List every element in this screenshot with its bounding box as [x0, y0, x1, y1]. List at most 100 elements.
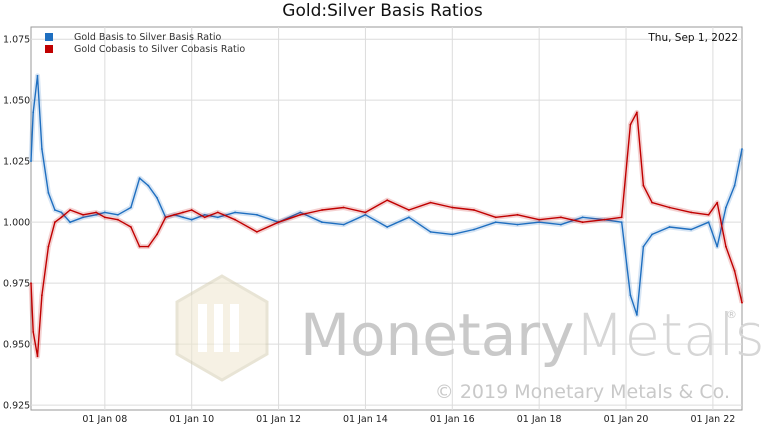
- data-point: [342, 223, 345, 226]
- data-point: [41, 294, 43, 297]
- data-point: [103, 216, 106, 219]
- data-point: [642, 184, 645, 187]
- monetary-metals-logo-icon: [175, 274, 269, 382]
- data-point: [620, 221, 623, 224]
- data-point: [690, 211, 693, 214]
- data-point: [429, 201, 432, 204]
- data-point: [147, 184, 150, 187]
- x-tick-label: 01 Jan 20: [604, 414, 649, 425]
- data-point: [203, 213, 206, 216]
- data-point: [173, 213, 176, 216]
- x-tick-label: 01 Jan 08: [82, 414, 127, 425]
- legend-item-gold-cobasis: Gold Cobasis to Silver Cobasis Ratio: [45, 44, 245, 55]
- x-tick-label: 01 Jan 18: [517, 414, 562, 425]
- data-point: [32, 111, 35, 114]
- data-point: [30, 282, 32, 284]
- x-tick-label: 01 Jan 14: [343, 414, 388, 425]
- data-point: [473, 209, 475, 211]
- date-label: Thu, Sep 1, 2022: [647, 32, 738, 44]
- y-tick-label: 0.925: [3, 401, 30, 412]
- data-point: [620, 216, 623, 219]
- data-point: [636, 111, 638, 114]
- y-tick-label: 0.950: [3, 340, 30, 351]
- legend-swatch-gold-cobasis: [45, 45, 53, 53]
- x-tick-label: 01 Jan 22: [690, 414, 735, 425]
- data-point: [538, 218, 541, 221]
- data-point: [41, 148, 43, 150]
- data-point: [560, 216, 562, 219]
- x-tick-label: 01 Jan 16: [430, 414, 475, 425]
- axes: 0.925 0.950 0.975 1.000 1.025 1.050 1.075 01 Ja…: [3, 35, 735, 425]
- data-point: [47, 192, 50, 194]
- data-point: [451, 206, 454, 209]
- y-tick-label: 1.050: [3, 96, 30, 107]
- legend-label-gold-basis: Gold Basis to Silver Basis Ratio: [74, 32, 221, 43]
- data-point: [256, 213, 258, 216]
- data-point: [82, 216, 84, 219]
- data-point: [216, 216, 219, 219]
- series-layer: [28, 73, 745, 359]
- data-point: [30, 160, 32, 163]
- data-point: [234, 218, 237, 221]
- data-point: [741, 148, 743, 150]
- data-point: [182, 216, 184, 219]
- data-point: [130, 226, 132, 228]
- data-point: [203, 216, 206, 219]
- y-tick-label: 1.075: [3, 35, 30, 46]
- data-point: [651, 233, 653, 236]
- data-point: [82, 213, 84, 216]
- series-line-gold-basis: [30, 75, 743, 316]
- data-point: [668, 206, 671, 209]
- data-point: [429, 231, 432, 233]
- series-line-gold-cobasis: [30, 111, 743, 357]
- data-point: [156, 196, 158, 199]
- data-point: [138, 245, 141, 248]
- data-point: [603, 218, 606, 221]
- data-point: [299, 211, 302, 214]
- data-point: [60, 211, 63, 214]
- data-point: [668, 226, 671, 228]
- x-tick-label: 01 Jan 12: [256, 414, 301, 425]
- data-point: [256, 231, 258, 233]
- data-point: [321, 221, 323, 224]
- data-point: [364, 211, 367, 214]
- data-point: [516, 223, 519, 226]
- watermark-copyright: © 2019 Monetary Metals & Co.: [435, 381, 730, 403]
- data-point: [408, 216, 410, 219]
- data-point: [725, 206, 727, 209]
- data-point: [733, 184, 736, 187]
- data-point: [36, 355, 39, 358]
- data-point: [69, 221, 71, 224]
- plot-frame: [30, 26, 743, 411]
- data-point: [234, 211, 237, 214]
- data-point: [716, 245, 719, 248]
- data-point: [408, 209, 410, 211]
- data-point: [130, 206, 132, 209]
- data-point: [494, 216, 497, 219]
- data-point: [138, 177, 141, 180]
- legend: Gold Basis to Silver Basis Ratio Gold Co…: [45, 32, 245, 55]
- data-point: [321, 209, 323, 211]
- data-point: [95, 213, 97, 216]
- watermark: MonetaryMetals ® © 2019 Monetary Metals …: [175, 274, 765, 403]
- data-point: [117, 218, 119, 221]
- data-point: [54, 221, 56, 224]
- data-point: [716, 201, 719, 204]
- data-point: [725, 245, 727, 248]
- data-point: [741, 301, 743, 304]
- data-point: [190, 218, 193, 221]
- plot-area: [30, 26, 743, 411]
- data-point: [54, 209, 56, 211]
- data-point: [182, 211, 184, 214]
- data-point: [516, 213, 519, 216]
- watermark-brand: MonetaryMetals: [300, 301, 765, 369]
- data-point: [629, 294, 632, 297]
- data-point: [494, 221, 497, 224]
- grid: [31, 27, 742, 410]
- data-point: [156, 233, 158, 236]
- data-point: [651, 201, 653, 204]
- data-point: [636, 314, 638, 316]
- data-point: [642, 245, 645, 248]
- data-point: [60, 216, 63, 219]
